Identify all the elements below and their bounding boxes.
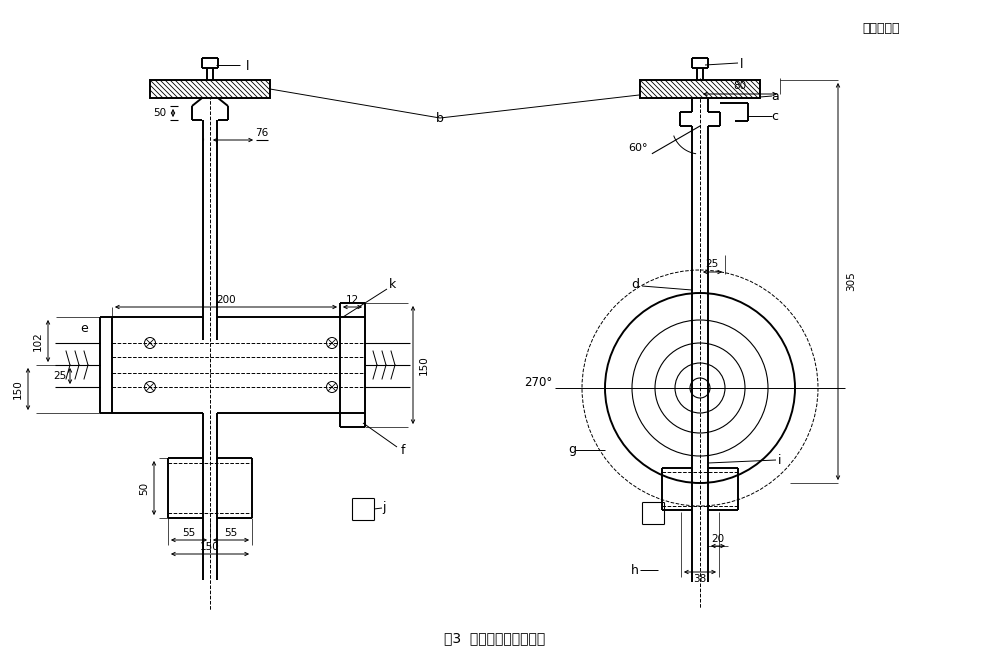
Text: 20: 20: [712, 534, 724, 544]
Text: e: e: [80, 322, 88, 336]
Text: k: k: [389, 278, 396, 291]
Text: 150: 150: [419, 355, 429, 375]
Text: 80: 80: [733, 81, 746, 91]
Bar: [640, 80, 760, 98]
Text: 76: 76: [256, 128, 269, 138]
Text: i: i: [778, 453, 782, 467]
Text: f: f: [400, 445, 405, 457]
Text: 50: 50: [139, 482, 149, 495]
Text: 102: 102: [33, 331, 43, 351]
Text: 60°: 60°: [628, 143, 648, 153]
Text: 305: 305: [846, 272, 856, 291]
Text: l: l: [246, 61, 250, 74]
Text: 38: 38: [694, 574, 707, 584]
Text: d: d: [631, 278, 639, 291]
Text: 25: 25: [706, 259, 718, 269]
Text: 50: 50: [153, 108, 166, 118]
Text: 270°: 270°: [524, 376, 552, 388]
Text: b: b: [436, 111, 444, 124]
Text: 150: 150: [13, 379, 23, 399]
Text: 12: 12: [346, 295, 359, 305]
Text: 单位为毫米: 单位为毫米: [862, 22, 900, 34]
Text: a: a: [771, 89, 779, 103]
Text: 150: 150: [200, 542, 220, 552]
Text: 55: 55: [224, 528, 238, 538]
Text: c: c: [772, 109, 779, 122]
Text: l: l: [740, 57, 744, 70]
Text: j: j: [383, 501, 385, 515]
Bar: [150, 80, 270, 98]
Text: g: g: [568, 443, 576, 457]
Text: 200: 200: [216, 295, 236, 305]
Text: 图3  喷嘴耐冲击试验装置: 图3 喷嘴耐冲击试验装置: [444, 631, 546, 645]
Text: 55: 55: [182, 528, 195, 538]
Text: h: h: [631, 563, 639, 576]
Text: 25: 25: [53, 371, 66, 381]
